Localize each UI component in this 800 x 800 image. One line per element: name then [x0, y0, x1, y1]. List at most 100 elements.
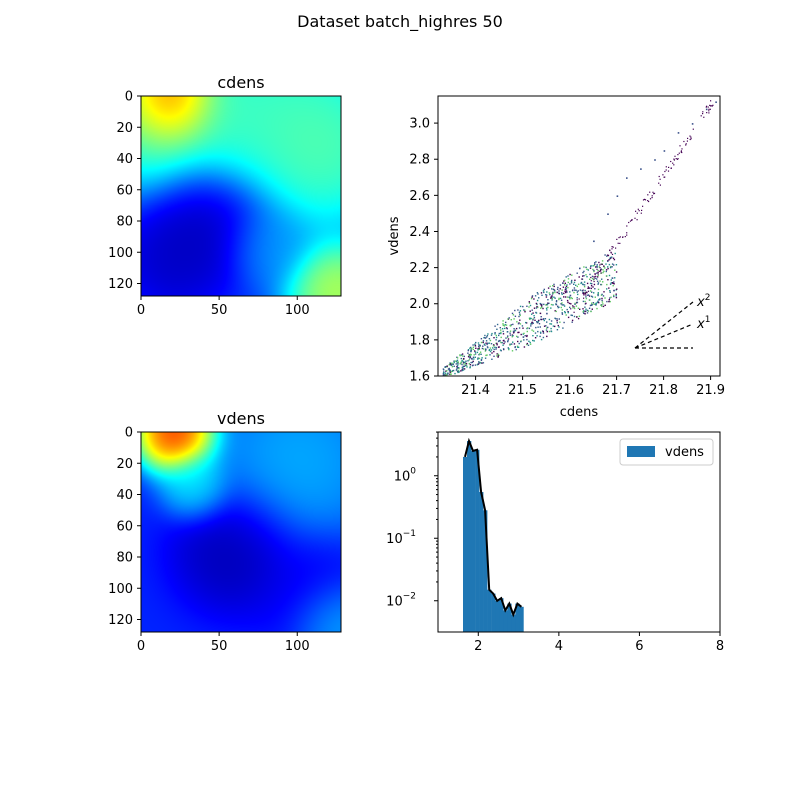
scatter-point — [611, 253, 614, 255]
scatter-point — [674, 155, 676, 157]
scatter-point — [539, 326, 541, 328]
scatter-point — [525, 321, 527, 324]
scatter-point — [536, 335, 538, 337]
scatter-point — [532, 312, 534, 314]
scatter-point — [514, 309, 516, 312]
scatter-point — [484, 350, 487, 352]
scatter-point — [478, 347, 480, 349]
scatter-point — [442, 374, 445, 376]
scatter-point — [573, 307, 576, 310]
scatter-point — [522, 336, 525, 338]
scatter-point — [564, 288, 567, 291]
histogram-bar — [507, 603, 512, 632]
scatter-point — [550, 307, 552, 309]
scatter-point — [594, 273, 596, 276]
scatter-point — [504, 341, 506, 343]
scatter-point — [611, 248, 613, 250]
scatter-point — [557, 286, 559, 289]
scatter-point — [473, 354, 475, 356]
scatter-point — [551, 297, 553, 300]
scatter-point — [573, 281, 576, 284]
scatter-point — [496, 355, 498, 357]
scatter-point — [700, 115, 702, 117]
scatter-point — [565, 314, 567, 316]
scatter-point — [533, 317, 536, 319]
scatter-point — [518, 327, 521, 329]
scatter-point — [587, 269, 589, 271]
scatter-point — [692, 128, 694, 130]
scatter-point — [585, 266, 587, 269]
scatter-point — [556, 318, 558, 320]
scatter-point — [564, 284, 566, 286]
scatter-point — [541, 294, 543, 296]
scatter-point — [531, 296, 533, 298]
scatter-point — [523, 332, 525, 335]
scatter-point — [680, 151, 682, 153]
scatter-point — [613, 295, 615, 298]
x-tick-label: 0 — [137, 639, 145, 654]
scatter-point — [447, 373, 449, 375]
scatter-point — [583, 286, 586, 288]
scatter-point — [511, 312, 514, 315]
scatter-point — [547, 306, 549, 309]
scatter-point — [496, 344, 498, 346]
scatter-point — [606, 254, 609, 256]
scatter-point — [542, 332, 545, 334]
scatter-point — [535, 326, 537, 329]
scatter-point — [460, 361, 462, 363]
scatter-point — [582, 275, 584, 277]
scatter-point — [690, 136, 692, 138]
histogram-bar — [511, 614, 516, 632]
scatter-point — [472, 356, 475, 358]
scatter-point — [598, 301, 600, 304]
scatter-point — [591, 277, 594, 280]
scatter-point — [599, 280, 601, 282]
scatter-point — [493, 344, 495, 346]
scatter-point — [548, 318, 551, 321]
scatter-point — [537, 330, 539, 333]
scatter-point — [489, 354, 491, 356]
scatter-point — [519, 305, 522, 308]
scatter-point — [518, 311, 521, 314]
scatter-point — [536, 305, 538, 308]
scatter-point — [685, 144, 687, 146]
scatter-point — [585, 310, 587, 312]
y-tick-label: 10−2 — [386, 591, 416, 609]
x-tick-label: 21.6 — [555, 383, 584, 398]
scatter-point — [609, 283, 612, 285]
x-tick-label: 21.7 — [602, 383, 631, 398]
scatter-point — [710, 100, 712, 102]
scatter-point — [455, 363, 457, 365]
scatter-point — [653, 192, 656, 194]
scatter-point — [507, 335, 509, 337]
scatter-point — [563, 279, 566, 282]
scatter-point — [585, 302, 587, 305]
scatter-point — [576, 291, 578, 293]
scatter-point — [496, 353, 498, 355]
scatter-point — [556, 320, 558, 322]
scatter-point — [455, 360, 458, 362]
scatter-point — [587, 290, 590, 292]
y-tick-exponent: 0 — [410, 466, 416, 476]
scatter-point — [444, 372, 447, 374]
scatter-point — [622, 236, 624, 238]
scatter-point — [465, 360, 467, 362]
scatter-point — [582, 310, 584, 313]
vdens-heatmap-panel: vdens 0 50 100 0 20 40 60 80 100 120 — [108, 409, 342, 654]
scatter-point — [598, 266, 600, 268]
scatter-point — [469, 355, 471, 357]
scatter-point — [534, 319, 536, 321]
scatter-point — [495, 334, 497, 337]
scatter-point — [516, 335, 518, 338]
scatter-point — [619, 236, 621, 238]
scatter-point — [680, 150, 682, 152]
scatter-point — [547, 326, 549, 329]
scatter-point — [573, 291, 575, 294]
scatter-point — [634, 217, 636, 219]
scatter-point — [537, 306, 539, 308]
scatter-point — [461, 368, 463, 371]
histogram-bar — [495, 600, 500, 632]
scatter-point — [554, 291, 556, 294]
scatter-point — [486, 336, 488, 338]
scatter-point — [545, 294, 547, 296]
